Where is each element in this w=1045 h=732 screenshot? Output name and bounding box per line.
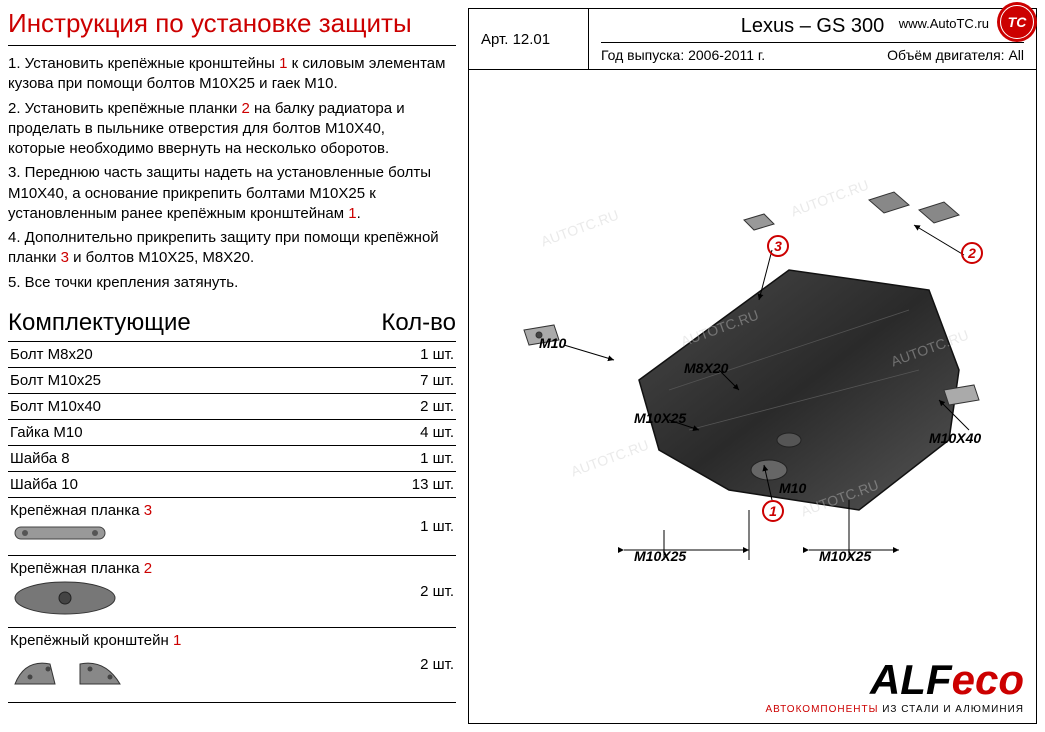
site-logo: www.AutoTC.ru TC [997,2,1037,42]
component-qty: 2 шт. [396,555,456,627]
qty-title: Кол-во [381,309,456,337]
callout-3: 3 [767,235,789,257]
component-qty: 1 шт. [396,445,456,471]
engine-info: Объём двигателя: All [887,47,1024,63]
component-row: Гайка М104 шт. [8,419,456,445]
component-qty: 2 шт. [396,627,456,702]
components-title: Комплектующие [8,309,191,337]
left-column: Инструкция по установке защиты 1. Устано… [8,8,468,724]
component-qty: 7 шт. [396,367,456,393]
diagram-area: AUTOTC.RUAUTOTC.RUAUTOTC.RUAUTOTC.RUAUTO… [469,70,1036,590]
instruction-step: 3. Переднюю часть защиты надеть на устан… [8,163,446,224]
bolt-label: M10X25 [634,548,686,564]
component-name: Болт М10х25 [8,367,396,393]
component-qty: 4 шт. [396,419,456,445]
component-name: Крепёжная планка 3 [8,497,396,555]
brand-logo: ALFeco АВТОКОМПОНЕНТЫ ИЗ СТАЛИ И АЛЮМИНИ… [765,656,1024,715]
instruction-step: 1. Установить крепёжные кронштейны 1 к с… [8,54,446,95]
callout-2: 2 [961,242,983,264]
component-qty: 1 шт. [396,342,456,368]
year-info: Год выпуска: 2006-2011 г. [601,47,765,63]
tc-badge: TC [997,2,1037,42]
component-name: Крепёжный кронштейн 1 [8,627,396,702]
component-name: Крепёжная планка 2 [8,555,396,627]
component-row: Крепёжная планка 22 шт. [8,555,456,627]
component-row: Шайба 81 шт. [8,445,456,471]
component-name: Гайка М10 [8,419,396,445]
logo-brand: ALF [870,656,952,703]
instructions-block: 1. Установить крепёжные кронштейны 1 к с… [8,54,456,293]
bolt-label: M10X25 [819,548,871,564]
art-cell: Арт. 12.01 [469,9,589,69]
instruction-step: 5. Все точки крепления затянуть. [8,273,446,293]
component-name: Шайба 8 [8,445,396,471]
component-row: Крепёжный кронштейн 12 шт. [8,627,456,702]
component-row: Шайба 1013 шт. [8,471,456,497]
components-header: Комплектующие Кол-во [8,309,456,342]
component-qty: 13 шт. [396,471,456,497]
component-qty: 1 шт. [396,497,456,555]
logo-text: ALFeco [765,656,1024,704]
component-qty: 2 шт. [396,393,456,419]
component-name: Болт М10х40 [8,393,396,419]
page: Инструкция по установке защиты 1. Устано… [0,0,1045,732]
component-name: Шайба 10 [8,471,396,497]
bolt-label: M10X40 [929,430,981,446]
bolt-label: M10 [779,480,806,496]
bolt-label: M10 [539,335,566,351]
art-label: Арт. [481,31,508,48]
site-url: www.AutoTC.ru [899,16,989,31]
component-row: Болт М10х257 шт. [8,367,456,393]
bolt-label: M8X20 [684,360,728,376]
component-row: Болт М8х201 шт. [8,342,456,368]
diagram-lines [469,70,1029,590]
logo-subtitle: АВТОКОМПОНЕНТЫ ИЗ СТАЛИ И АЛЮМИНИЯ [765,704,1024,715]
instruction-step: 4. Дополнительно прикрепить защиту при п… [8,228,446,269]
art-value: 12.01 [513,31,551,48]
bolt-label: M10X25 [634,410,686,426]
logo-eco: eco [952,656,1024,703]
component-name: Болт М8х20 [8,342,396,368]
component-row: Болт М10х402 шт. [8,393,456,419]
right-column: Арт. 12.01 Lexus – GS 300 Год выпуска: 2… [468,8,1037,724]
page-title: Инструкция по установке защиты [8,8,456,46]
callout-1: 1 [762,500,784,522]
instruction-step: 2. Установить крепёжные планки 2 на балк… [8,99,446,160]
component-row: Крепёжная планка 31 шт. [8,497,456,555]
header-sub: Год выпуска: 2006-2011 г. Объём двигател… [601,42,1024,63]
components-table: Болт М8х201 шт.Болт М10х257 шт.Болт М10х… [8,342,456,703]
